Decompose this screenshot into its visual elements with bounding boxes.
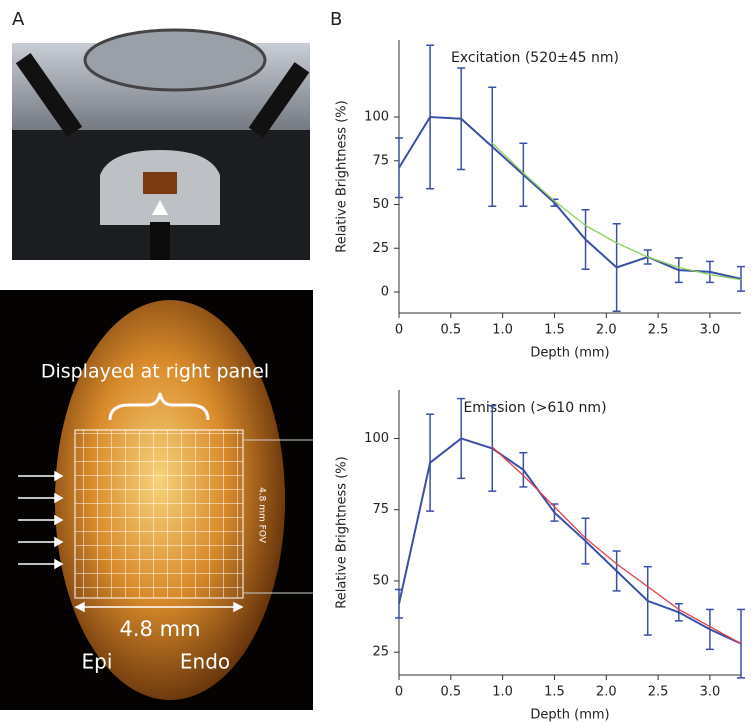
series-line [491,446,742,645]
chart-title: Excitation (520±45 nm) [451,50,619,66]
y-axis-label: Relative Brightness (%) [335,456,350,608]
chart-title: Emission (>610 nm) [463,400,606,416]
x-tick-label: 1.0 [492,685,513,700]
photo-setup [12,28,310,260]
photo-epi: Epi [82,650,113,674]
x-tick-label: 3.0 [700,323,721,338]
x-tick-label: 1.5 [544,323,565,338]
x-tick-label: 1.0 [492,323,513,338]
x-axis-label: Depth (mm) [530,708,609,723]
y-tick-label: 50 [372,573,389,588]
x-tick-label: 2.5 [648,323,669,338]
x-tick-label: 2.0 [596,685,617,700]
series-line [398,115,742,280]
photo-heart: Displayed at right panel 4.8 mm Epi Endo… [0,290,313,710]
x-tick-label: 0 [395,323,403,338]
y-axis-label: Relative Brightness (%) [335,100,350,252]
series-line [491,142,742,281]
x-tick-label: 1.5 [544,685,565,700]
photo-width: 4.8 mm [120,617,201,641]
y-tick-label: 75 [372,153,389,168]
panel-label: B [330,9,342,30]
y-tick-label: 100 [364,110,389,125]
y-tick-label: 25 [372,645,389,660]
x-tick-label: 0.5 [440,323,461,338]
photo-fov: 4.8 mm FOV [257,487,267,544]
y-tick-label: 100 [364,431,389,446]
photo-caption: Displayed at right panel [41,361,269,383]
photo-endo: Endo [180,650,230,674]
x-axis-label: Depth (mm) [530,346,609,361]
x-tick-label: 3.0 [700,685,721,700]
series-line [398,437,742,645]
x-tick-label: 2.5 [648,685,669,700]
y-tick-label: 0 [381,285,389,300]
y-tick-label: 75 [372,502,389,517]
y-tick-label: 50 [372,197,389,212]
x-tick-label: 2.0 [596,323,617,338]
x-tick-label: 0.5 [440,685,461,700]
y-tick-label: 25 [372,241,389,256]
panel-label: A [12,9,25,30]
x-tick-label: 0 [395,685,403,700]
